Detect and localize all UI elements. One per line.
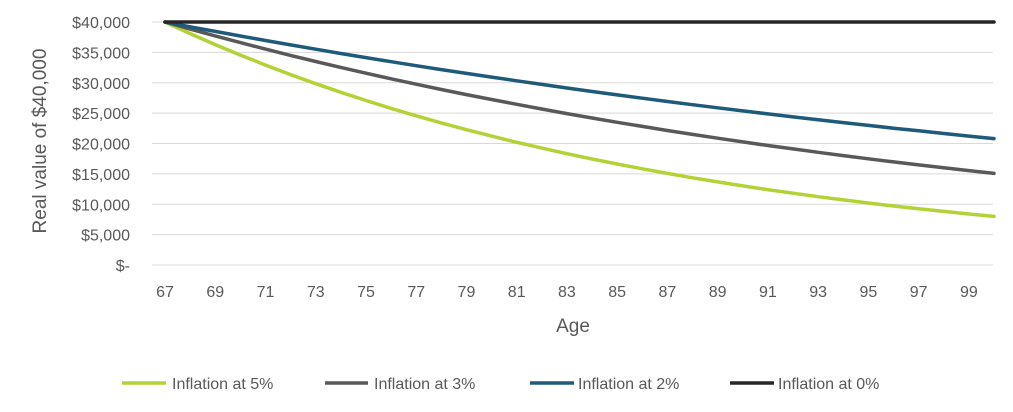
x-tick-label: 77 — [407, 284, 425, 301]
series-line-3 — [163, 20, 996, 141]
y-tick-label: $20,000 — [72, 137, 130, 154]
x-tick-label: 71 — [257, 284, 275, 301]
x-tick-label: 85 — [608, 284, 626, 301]
legend-item: Inflation at 0% — [730, 376, 879, 393]
y-tick-label: $30,000 — [72, 76, 130, 93]
legend-item: Inflation at 5% — [122, 376, 273, 393]
series-lines — [163, 20, 996, 219]
y-tick-label: $10,000 — [72, 197, 130, 214]
legend-label: Inflation at 0% — [778, 376, 879, 393]
x-tick-label: 69 — [206, 284, 224, 301]
series-line-2 — [163, 20, 996, 176]
legend-label: Inflation at 3% — [374, 376, 475, 393]
y-tick-label: $5,000 — [81, 228, 130, 245]
x-tick-label: 87 — [659, 284, 677, 301]
x-tick-label: 93 — [809, 284, 827, 301]
x-axis-title: Age — [556, 316, 590, 337]
y-axis-ticks: $- $5,000 $10,000 $15,000 $20,000 $25,000 $30,… — [72, 15, 130, 275]
x-tick-label: 81 — [508, 284, 526, 301]
series-line-1 — [163, 20, 996, 219]
x-tick-label: 91 — [759, 284, 777, 301]
legend-label: Inflation at 5% — [172, 376, 273, 393]
legend-label: Inflation at 2% — [578, 376, 679, 393]
y-tick-label: $40,000 — [72, 15, 130, 32]
x-tick-label: 97 — [910, 284, 928, 301]
y-tick-label: $- — [116, 258, 130, 275]
x-tick-label: 95 — [859, 284, 877, 301]
legend-item: Inflation at 2% — [530, 376, 679, 393]
legend-item: Inflation at 3% — [325, 376, 475, 393]
x-axis-ticks: 67 69 71 73 75 77 79 81 83 85 87 89 91 93 95 97 99 — [156, 284, 978, 301]
y-tick-label: $35,000 — [72, 45, 130, 62]
y-tick-label: $25,000 — [72, 106, 130, 123]
x-tick-label: 89 — [709, 284, 727, 301]
gridlines — [152, 21, 993, 266]
x-tick-label: 99 — [960, 284, 978, 301]
x-tick-label: 67 — [156, 284, 174, 301]
x-tick-label: 75 — [357, 284, 375, 301]
x-tick-label: 79 — [458, 284, 476, 301]
x-tick-label: 73 — [307, 284, 325, 301]
y-axis-title: Real value of $40,000 — [30, 49, 51, 234]
x-tick-label: 83 — [558, 284, 576, 301]
y-tick-label: $15,000 — [72, 167, 130, 184]
legend: Inflation at 5% Inflation at 3% Inflation … — [122, 376, 879, 393]
